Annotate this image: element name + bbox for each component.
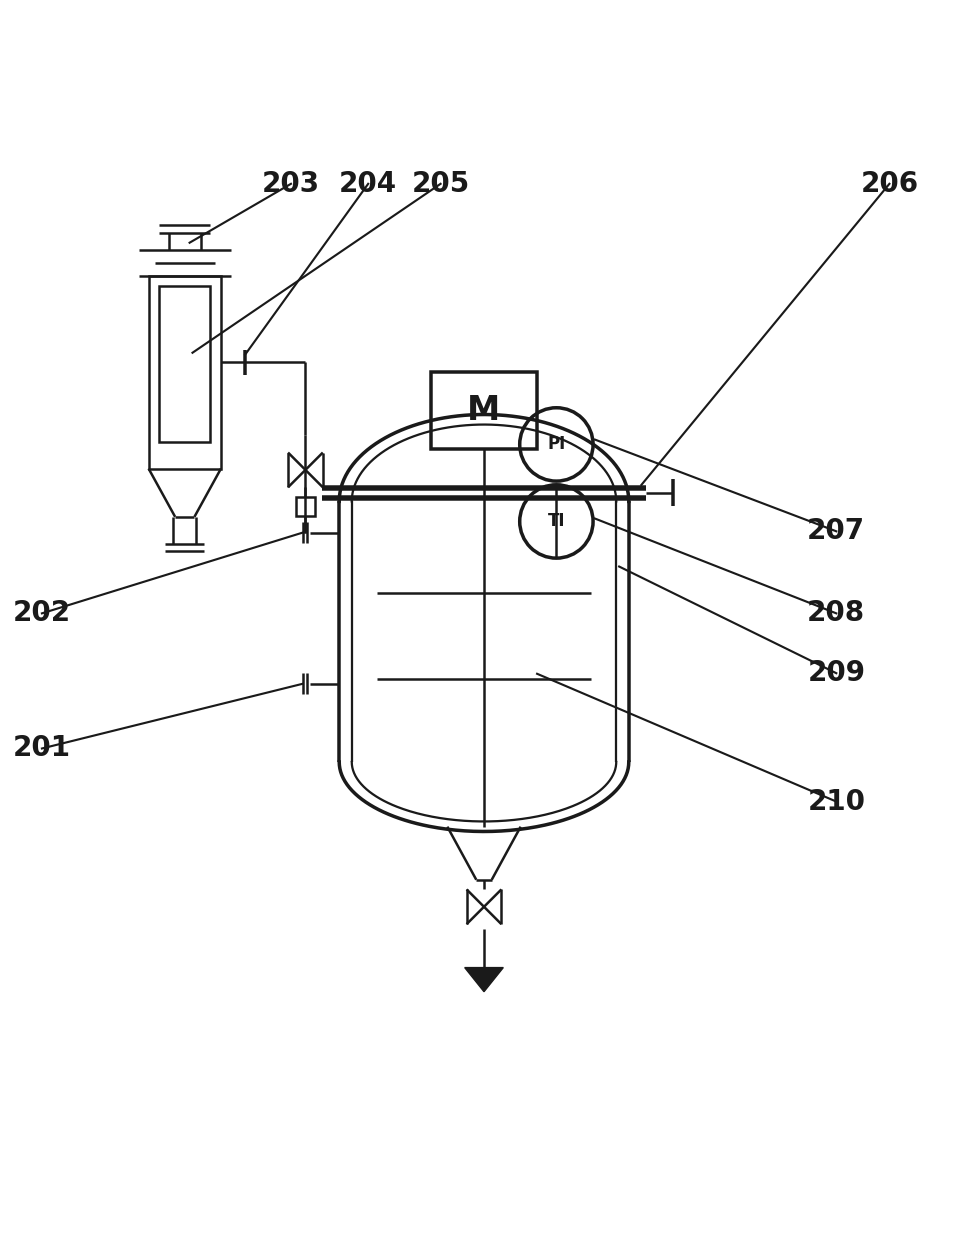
Text: 203: 203: [262, 169, 320, 198]
Text: TI: TI: [548, 512, 565, 531]
Text: 207: 207: [807, 517, 865, 546]
Text: 206: 206: [861, 169, 919, 198]
Bar: [431, 373, 537, 450]
Text: 201: 201: [13, 734, 71, 763]
Bar: [296, 497, 316, 516]
Text: M: M: [468, 394, 500, 427]
Text: 209: 209: [807, 659, 865, 688]
Bar: [159, 287, 210, 442]
Text: PI: PI: [547, 435, 565, 454]
Polygon shape: [465, 968, 503, 992]
Text: 204: 204: [339, 169, 397, 198]
Text: 205: 205: [411, 169, 469, 198]
Text: 210: 210: [807, 787, 865, 816]
Text: 202: 202: [13, 599, 71, 627]
Text: 208: 208: [807, 599, 865, 627]
Bar: [148, 275, 221, 468]
